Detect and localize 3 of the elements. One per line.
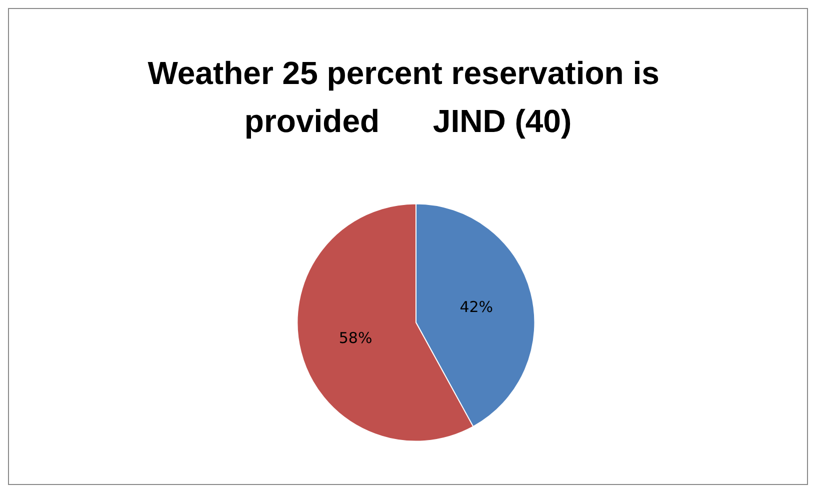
data-label: 58%: [338, 329, 372, 348]
data-label: 42%: [460, 298, 494, 316]
chart-title: Weather 25 percent reservation is provided JIND (40): [148, 55, 668, 139]
